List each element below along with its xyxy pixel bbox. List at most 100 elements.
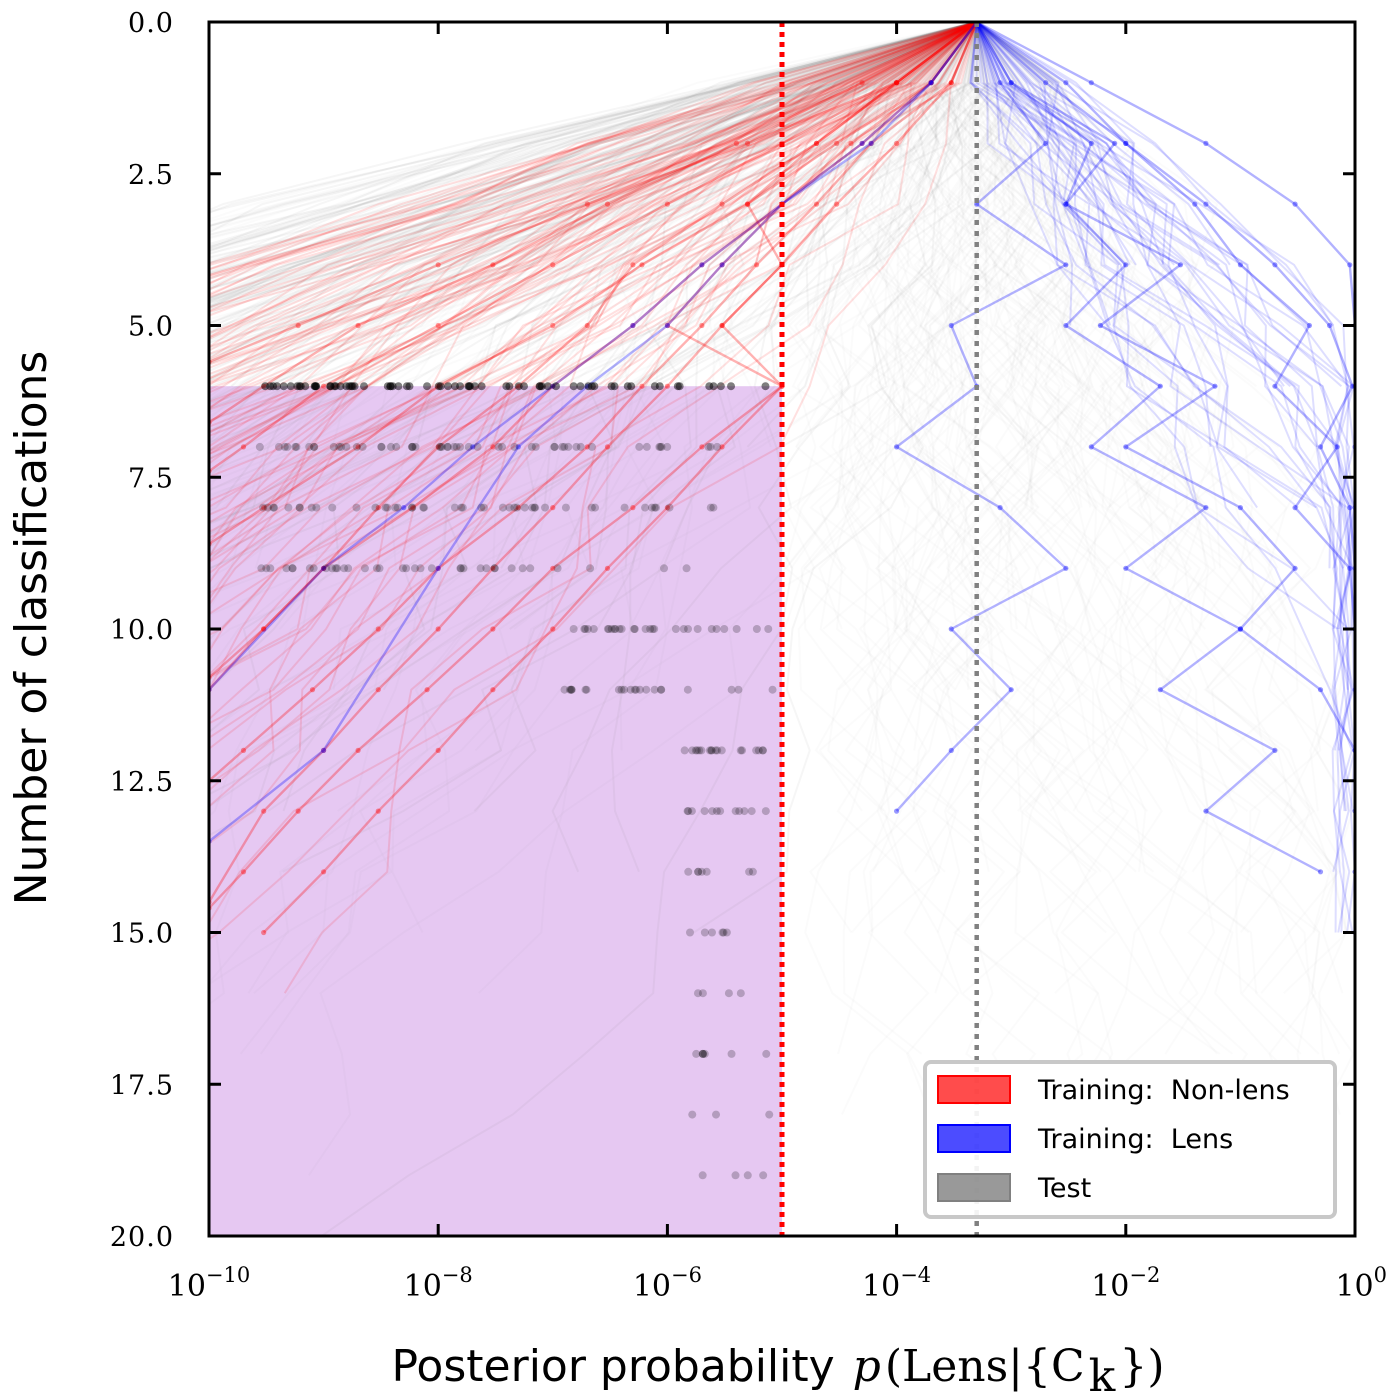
test-retired-points [255, 382, 777, 1180]
training-trajectory [209, 22, 978, 453]
test-point [284, 503, 293, 512]
training-point [1203, 808, 1209, 814]
test-point [436, 382, 445, 391]
test-point [305, 564, 314, 573]
test-point [526, 564, 535, 573]
test-point [727, 1049, 736, 1058]
test-point [416, 564, 425, 573]
training-point [699, 444, 705, 450]
test-point [699, 1049, 708, 1058]
training-point [1043, 140, 1049, 146]
test-point [569, 625, 578, 633]
training-point [894, 80, 900, 86]
test-point [700, 807, 709, 816]
training-trajectory [209, 22, 978, 456]
test-point [560, 442, 569, 451]
test-trajectory [209, 22, 978, 362]
training-point [490, 262, 496, 268]
test-trajectory [372, 22, 978, 509]
training-trajectory [975, 22, 1112, 326]
test-point [307, 503, 316, 512]
test-point [582, 685, 591, 694]
training-trajectory [209, 22, 978, 317]
test-point [519, 382, 528, 391]
training-trajectory [209, 22, 978, 433]
test-point [646, 625, 655, 633]
training-point [1123, 565, 1129, 571]
training-point [1292, 505, 1298, 511]
test-point [342, 442, 351, 451]
test-point [761, 382, 770, 391]
training-trajectory [209, 22, 978, 339]
training-point [1317, 869, 1324, 875]
test-trajectory [209, 22, 977, 228]
x-axis-label-text: Posterior probability [391, 1341, 834, 1392]
test-point [650, 382, 659, 391]
test-point [735, 807, 744, 816]
test-trajectory [209, 22, 978, 461]
test-trajectory [209, 22, 977, 302]
training-trajectory [970, 22, 1345, 569]
test-trajectory [209, 22, 978, 333]
test-point [407, 442, 416, 451]
test-point [443, 442, 452, 451]
training-trajectory [209, 22, 978, 557]
test-point [386, 442, 395, 451]
test-trajectory [209, 22, 978, 360]
training-point [1063, 201, 1069, 207]
test-point [541, 503, 550, 512]
test-point [452, 442, 461, 451]
axis-ticks [207, 20, 1357, 1238]
test-point [679, 625, 688, 633]
test-trajectory [209, 22, 978, 479]
test-point [604, 625, 613, 633]
training-point [1334, 444, 1340, 450]
test-trajectory [209, 22, 978, 574]
test-trajectory [209, 22, 978, 454]
test-trajectory [209, 22, 978, 435]
test-trajectory [209, 22, 977, 302]
training-trajectory [975, 22, 1258, 509]
test-trajectory [230, 22, 978, 387]
test-trajectory [209, 22, 978, 259]
training-trajectory [209, 22, 978, 691]
test-point [711, 746, 720, 755]
training-point [550, 626, 556, 632]
rejection-region [209, 386, 782, 1236]
training-point [948, 747, 954, 754]
training-point [699, 262, 705, 268]
test-point [333, 564, 342, 573]
training-trajectory [209, 22, 978, 677]
test-trajectory [209, 22, 978, 525]
training-point [1008, 80, 1014, 86]
test-trajectory [321, 22, 994, 1236]
training-point [240, 444, 247, 450]
test-point [498, 442, 507, 451]
test-point [665, 503, 674, 512]
test-point [436, 442, 445, 451]
test-point [309, 442, 318, 451]
test-trajectory [209, 22, 978, 444]
training-point [295, 808, 301, 814]
training-point [321, 869, 327, 875]
test-point [456, 564, 465, 573]
training-point [550, 322, 556, 329]
test-point [626, 685, 635, 694]
test-point [587, 382, 596, 391]
training-point [435, 262, 441, 268]
test-point [700, 928, 709, 937]
test-point [576, 382, 585, 391]
test-trajectory [209, 22, 978, 304]
test-point [705, 746, 714, 755]
test-trajectory [209, 22, 978, 300]
test-point [465, 382, 474, 391]
test-trajectory [209, 22, 978, 309]
test-point [583, 625, 592, 633]
test-point [706, 503, 715, 512]
training-point [435, 565, 441, 571]
training-point [859, 140, 865, 146]
test-trajectory [209, 22, 977, 214]
test-point [607, 625, 616, 633]
test-point [641, 625, 650, 633]
test-point [560, 685, 569, 694]
